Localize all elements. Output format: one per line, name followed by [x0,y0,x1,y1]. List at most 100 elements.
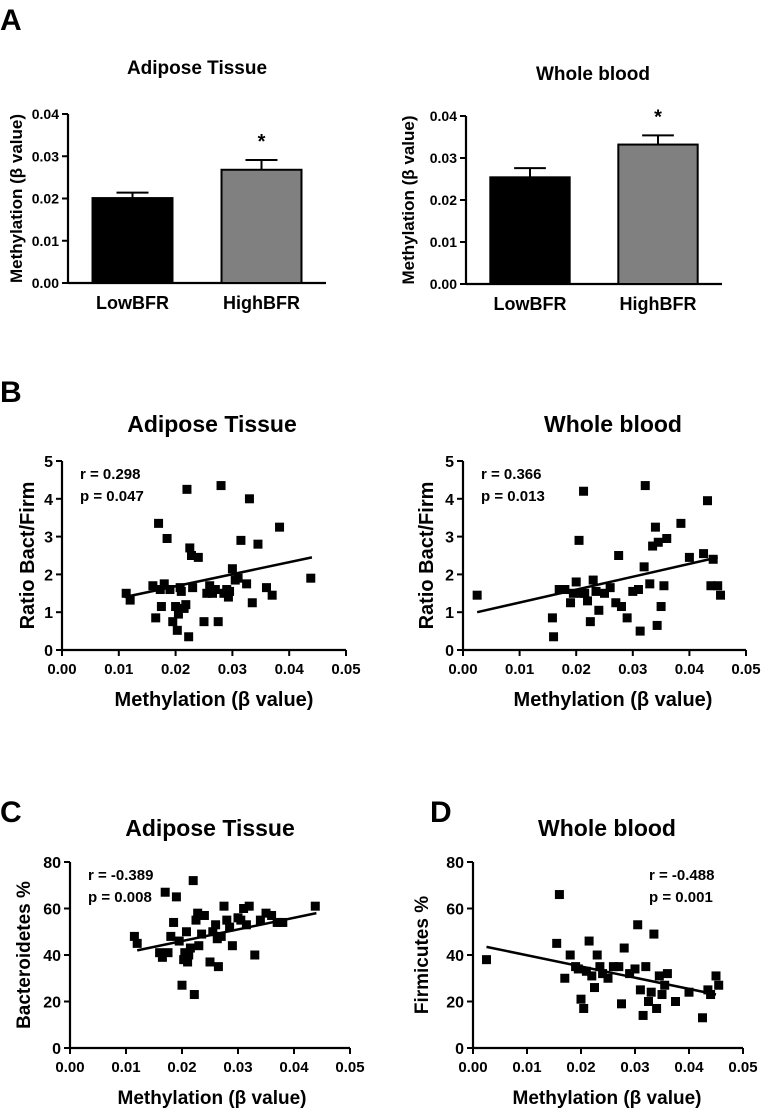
data-point [242,579,252,589]
chart-a-blood-bar: Whole blood Methylation (β value) 0.00 0.01… [399,64,722,314]
y-tick-label: 20 [43,995,61,1012]
data-point [210,585,220,595]
x-tick-label: 0.05 [335,1059,364,1076]
stat-label: p = 0.008 [88,889,152,906]
data-point [162,533,172,543]
x-tick-label: 0.02 [161,661,190,678]
y-tick-label: 5 [445,454,454,471]
data-point [628,586,638,596]
data-point [635,985,645,995]
data-point [703,496,713,506]
y-tick-label: 3 [445,530,454,547]
data-point [185,943,195,953]
y-tick-label: 0 [44,643,53,660]
y-tick-label: 0.01 [430,234,457,250]
y-axis-title: Bacteroidetes % [14,881,35,1029]
data-point [255,915,265,925]
data-point [166,931,176,941]
data-point [156,602,166,612]
data-point [211,920,221,930]
data-point [208,927,218,937]
x-axis-title: Methylation (β value) [115,689,314,711]
x-tick-label: 0.05 [728,1059,757,1076]
data-point [638,1010,648,1020]
y-axis-title: Firmicutes % [412,896,433,1014]
data-point [272,917,282,927]
data-point [222,915,232,925]
data-point [247,598,257,608]
data-point [191,915,201,925]
stat-label: p = 0.013 [481,488,545,505]
data-point [181,600,191,610]
stat-label: p = 0.047 [80,488,144,505]
data-point [706,581,716,591]
data-point [241,920,251,930]
y-tick-label: 0.03 [32,148,59,164]
y-tick-label: 4 [445,492,454,509]
data-point [310,901,320,911]
data-point [169,917,179,927]
data-point [568,588,578,598]
data-point [659,581,669,591]
data-point [576,994,586,1004]
data-point [227,564,237,574]
data-point [635,626,645,636]
stat-label: r = 0.366 [481,466,541,483]
data-point [227,941,237,951]
y-tick-label: 0 [455,1041,464,1058]
data-point [199,910,209,920]
panel-label-d: D [430,796,452,829]
x-tick-label: 0.01 [512,1059,541,1076]
data-point [181,927,191,937]
data-point [650,522,660,532]
data-point [125,595,135,605]
data-point [197,929,207,939]
y-tick-label: 0.02 [32,191,59,207]
data-point [560,585,570,595]
data-point [187,551,197,560]
chart-title: Whole blood [538,815,676,841]
data-point [261,583,271,593]
data-point [184,632,194,642]
y-tick-label: 20 [446,995,464,1012]
data-point [684,552,694,562]
y-tick-label: 0.03 [430,150,457,166]
data-point [616,602,626,612]
data-point [611,598,621,608]
data-point [213,617,223,627]
data-point [590,983,599,993]
data-point [654,971,664,981]
x-axis-title: Methylation (β value) [118,1088,307,1108]
chart-title: Adipose Tissue [125,815,295,841]
data-point [648,541,658,551]
data-point [174,936,184,946]
data-point [547,613,557,623]
data-point [171,892,181,902]
data-point [155,585,165,595]
y-tick-label: 5 [44,454,53,471]
data-point [630,964,640,974]
panel-label-c: C [0,796,22,829]
data-point [165,585,175,595]
chart-title: Whole blood [536,64,650,85]
data-point [614,551,624,560]
data-point [703,985,713,995]
data-point [267,910,277,920]
data-point [594,605,604,615]
x-tick-label: 0.01 [111,1059,140,1076]
y-tick-label: 0.00 [430,276,457,292]
y-axis-title: Ratio Bact/Firm [416,482,438,630]
chart-title: Adipose Tissue [127,411,297,437]
data-point [656,602,666,612]
data-point [657,990,667,1000]
data-point [574,535,584,545]
data-point [676,518,686,528]
data-point [121,588,131,598]
data-point [216,931,226,941]
y-tick-label: 80 [446,855,464,872]
x-tick-label: 0.02 [562,661,591,678]
data-point [236,915,246,925]
data-point [587,971,597,981]
x-tick-label: 0.01 [104,661,133,678]
